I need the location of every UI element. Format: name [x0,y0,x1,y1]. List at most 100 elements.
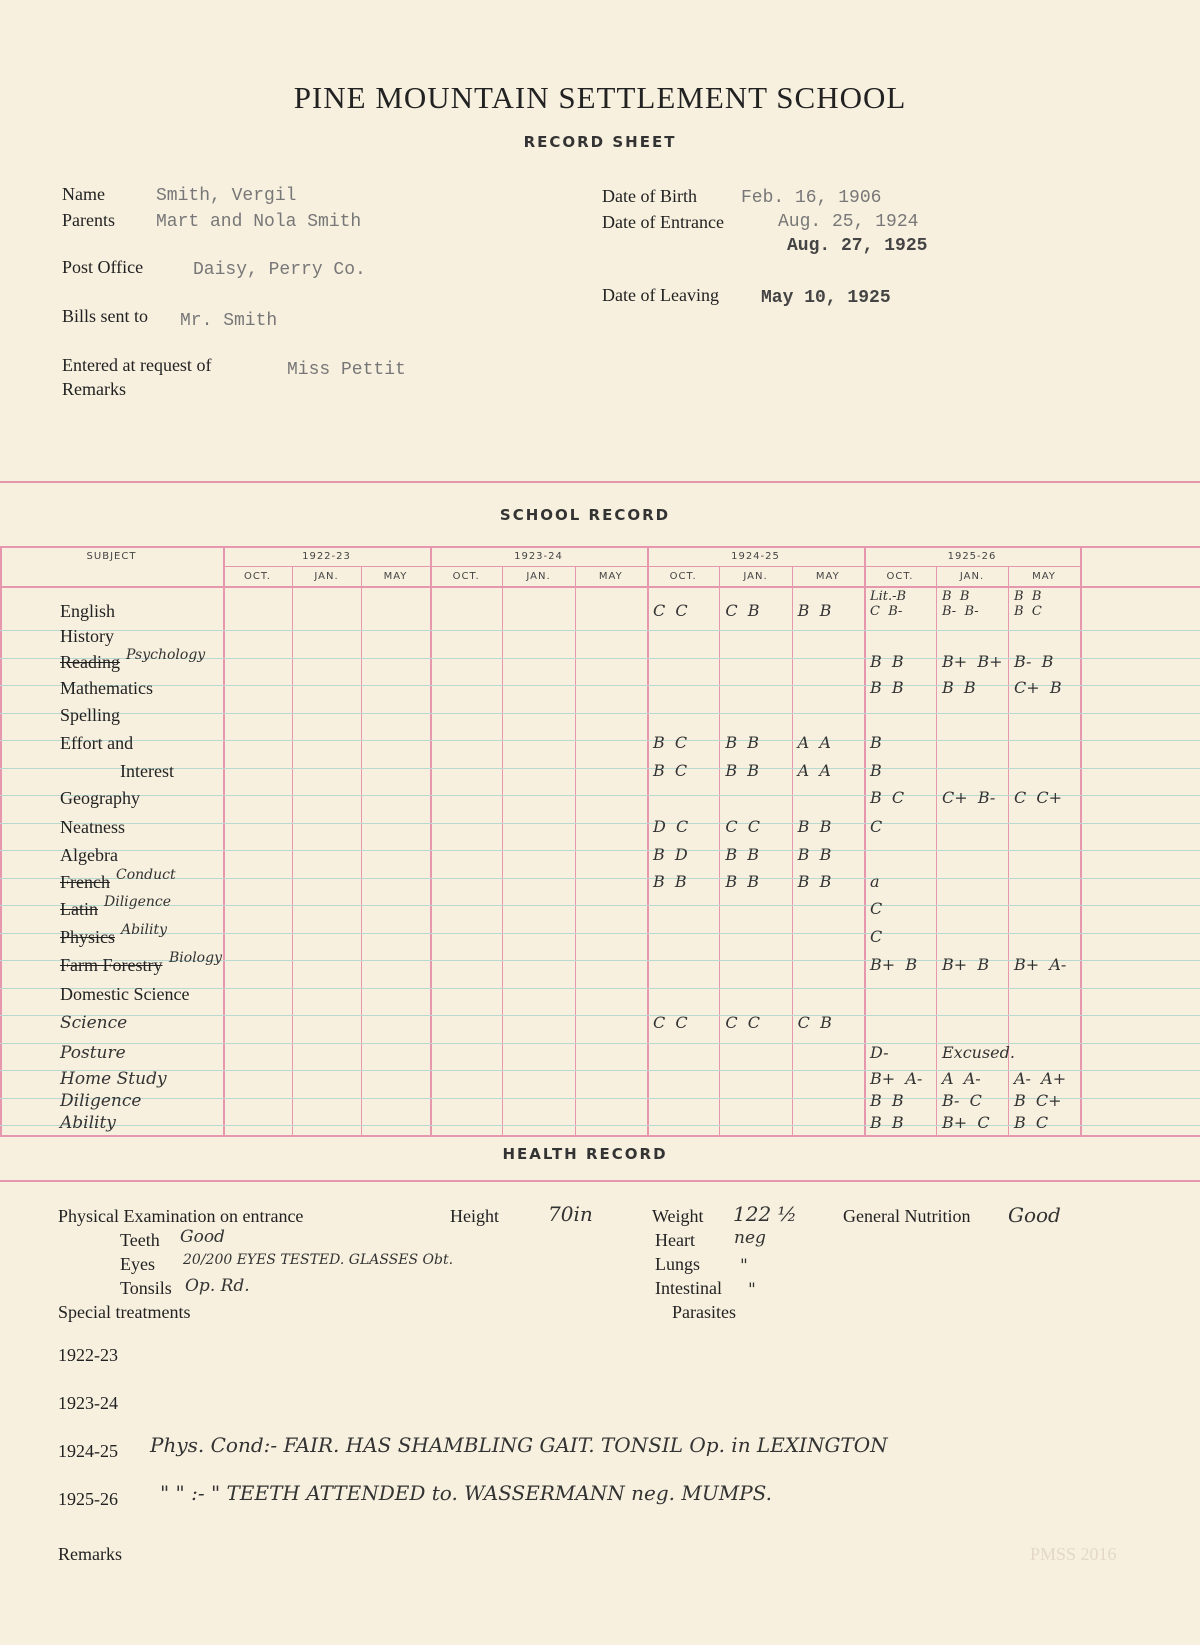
intestinal-value: " [748,1280,756,1300]
grade-cell: B B [797,817,832,836]
eyes-value: 20/200 EYES TESTED. GLASSES Obt. [183,1252,454,1268]
teeth-value: Good [180,1227,225,1247]
grade-cell: B C+ [1014,1091,1062,1110]
post-office-value: Daisy, Perry Co. [193,260,366,280]
subject-note: Conduct [116,867,176,883]
heart-label: Heart [655,1230,695,1250]
year-header: 1922-23 [302,551,351,562]
sheet-title: RECORD SHEET [523,133,677,151]
nutrition-value: Good [1008,1203,1061,1227]
subject-label: Science [60,1013,128,1033]
subject-label: Domestic Science [60,984,190,1004]
grade-cell: A A [797,733,831,752]
subject-label: Diligence [60,1091,142,1111]
term-header: MAY [815,571,840,582]
subject-note: Ability [121,922,168,938]
grade-cell: C C [725,817,760,836]
term-header: OCT. [669,571,697,582]
grade-cell: C C [653,601,688,620]
subject-header: SUBJECT [86,551,137,562]
grade-cell: B C [870,788,905,807]
term-header: OCT. [886,571,914,582]
tonsils-label: Tonsils [120,1278,172,1298]
parasites-label: Parasites [672,1302,736,1322]
intestinal-label: Intestinal [655,1278,722,1298]
remarks-label: Remarks [62,379,126,399]
subject-note: Diligence [104,894,172,910]
subject-label: Latin [60,899,98,919]
grade-cell: B B [870,1113,904,1132]
term-header: MAY [598,571,623,582]
lungs-value: " [740,1256,748,1276]
nutrition-label: General Nutrition [843,1206,971,1226]
grade-cell: a [870,872,880,891]
grade-cell: A A- [942,1069,981,1088]
tonsils-value: Op. Rd. [185,1276,250,1296]
subject-label: Geography [60,788,140,808]
entrance-value-2: Aug. 27, 1925 [787,236,928,256]
weight-value: 122 ½ [733,1202,797,1226]
grade-cell: B+ B+ [942,652,1003,671]
term-header: MAY [383,571,408,582]
grade-cell: D C [653,817,689,836]
grade-cell: Lit.-B C B- [870,589,907,619]
grade-cell: C+ B- [942,788,996,807]
grade-cell: B D [653,845,688,864]
health-year-label: 1924-25 [58,1441,118,1461]
weight-label: Weight [652,1206,704,1226]
grade-cell: C C+ [1014,788,1063,807]
school-record-title: SCHOOL RECORD [499,506,671,524]
grade-cell: B B [797,601,832,620]
grade-cell: B- B [1014,652,1054,671]
subject-label: English [60,601,116,621]
grade-cell: B B [870,678,904,697]
subject-label: Spelling [60,705,121,725]
grade-cell: B B [797,872,832,891]
grade-cell: B B [942,678,976,697]
lungs-label: Lungs [655,1254,700,1274]
grade-cell: B+ B [942,955,990,974]
subject-label: Algebra [60,845,118,865]
grade-cell: B+ A- [1014,955,1067,974]
grade-cell: C [870,927,883,946]
subject-label: Interest [120,761,174,781]
leaving-label: Date of Leaving [602,285,719,305]
teeth-label: Teeth [120,1230,160,1250]
grade-cell: B+ A- [870,1069,923,1088]
health-remarks-label: Remarks [58,1544,122,1564]
name-label: Name [62,184,105,204]
year-header: 1923-24 [514,551,563,562]
grade-cell: C+ B [1014,678,1062,697]
subject-label: Posture [60,1043,126,1063]
health-year-label: 1925-26 [58,1489,118,1509]
grade-cell: B [870,761,882,780]
grade-cell: B C [653,733,688,752]
grade-cell: B B [797,845,832,864]
term-header: OCT. [452,571,480,582]
grade-cell: C [870,899,883,918]
subject-label: Reading [60,652,120,672]
grade-cell: B+ B [870,955,918,974]
health-year-label: 1923-24 [58,1393,118,1413]
grade-cell: B B B- B- [942,589,979,619]
bills-label: Bills sent to [62,306,149,326]
term-header: JAN. [314,571,339,582]
subject-label: Physics [60,927,116,947]
subject-label: Mathematics [60,678,153,698]
grade-cell: C B [725,601,760,620]
grade-cell: B C [1014,1113,1049,1132]
leaving-value: May 10, 1925 [761,288,891,308]
grade-cell: C [870,817,883,836]
dob-value: Feb. 16, 1906 [741,188,882,208]
year-header: 1924-25 [731,551,780,562]
entered-value: Miss Pettit [287,360,406,380]
grade-cell: B B [725,733,760,752]
school-name: PINE MOUNTAIN SETTLEMENT SCHOOL [293,80,907,115]
watermark: PMSS 2016 [1030,1544,1117,1564]
subject-label: Home Study [60,1069,167,1089]
post-office-label: Post Office [62,257,144,277]
subject-label: French [60,872,110,892]
entrance-value-1: Aug. 25, 1924 [778,212,919,232]
subject-note: Biology [169,950,222,966]
entered-label: Entered at request of [62,355,212,375]
